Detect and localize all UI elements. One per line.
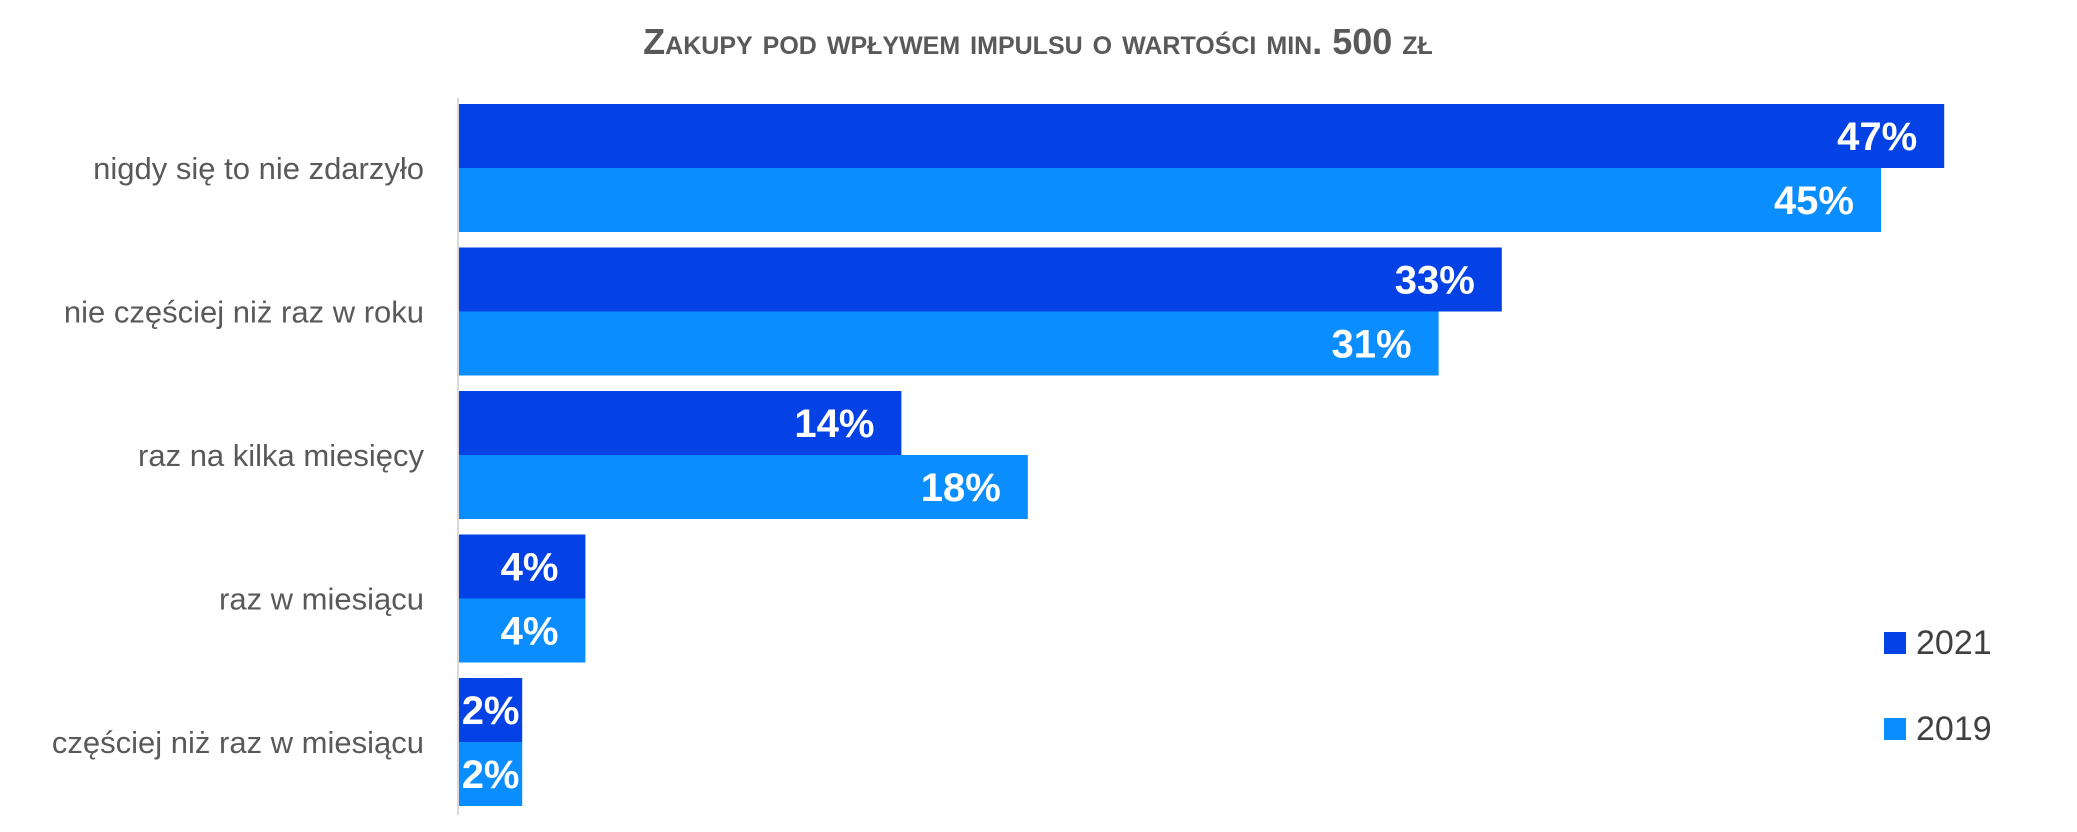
data-label-2021-czesciej-niz-raz-w-miesiacu: 2% xyxy=(462,689,520,733)
legend-swatch-2021 xyxy=(1884,632,1906,654)
data-label-2021-raz-w-miesiacu: 4% xyxy=(501,546,559,590)
bar-2019-czesciej-niz-raz-w-miesiacu xyxy=(459,742,523,806)
data-label-2019-nigdy-sie-to-nie-zdarzy-o: 45% xyxy=(1774,179,1854,223)
category-label-raz-w-miesiacu: raz w miesiącu xyxy=(219,582,424,617)
data-label-2021-raz-na-kilka-miesiecy: 14% xyxy=(794,402,874,446)
category-label-nie-czesciej-niz-raz-w-roku: nie częściej niż raz w roku xyxy=(64,295,424,330)
bar-2021-nigdy-sie-to-nie-zdarzy-o xyxy=(459,104,1945,168)
data-label-2019-raz-w-miesiacu: 4% xyxy=(501,610,559,654)
legend-swatch-2019 xyxy=(1884,718,1906,740)
legend-label-2019: 2019 xyxy=(1916,710,1992,748)
bar-2021-raz-na-kilka-miesiecy xyxy=(459,391,902,455)
data-label-2021-nie-czesciej-niz-raz-w-roku: 33% xyxy=(1395,259,1475,303)
bar-2019-nigdy-sie-to-nie-zdarzy-o xyxy=(459,168,1881,232)
legend-label-2021: 2021 xyxy=(1916,624,1992,662)
bars-layer: nigdy się to nie zdarzyło 47% 45% nie częśc… xyxy=(52,104,1945,806)
bar-2019-nie-czesciej-niz-raz-w-roku xyxy=(459,311,1439,376)
data-label-2019-nie-czesciej-niz-raz-w-roku: 31% xyxy=(1332,323,1412,367)
bar-2021-czesciej-niz-raz-w-miesiacu xyxy=(459,678,523,742)
legend: 2021 2019 xyxy=(1884,624,1992,748)
bar-2021-raz-w-miesiacu xyxy=(459,534,586,599)
chart-title: Zakupy pod wpływem impulsu o wartości mi… xyxy=(643,21,1433,62)
bar-2021-nie-czesciej-niz-raz-w-roku xyxy=(459,247,1502,312)
bar-2019-raz-na-kilka-miesiecy xyxy=(459,455,1028,519)
category-label-nigdy-sie-to-nie-zdarzy-o: nigdy się to nie zdarzyło xyxy=(93,151,424,186)
data-label-2019-czesciej-niz-raz-w-miesiacu: 2% xyxy=(462,753,520,797)
category-label-czesciej-niz-raz-w-miesiacu: częściej niż raz w miesiącu xyxy=(52,725,424,760)
category-label-raz-na-kilka-miesiecy: raz na kilka miesięcy xyxy=(138,438,424,473)
data-label-2019-raz-na-kilka-miesiecy: 18% xyxy=(921,466,1001,510)
bar-2019-raz-w-miesiacu xyxy=(459,598,586,663)
data-label-2021-nigdy-sie-to-nie-zdarzy-o: 47% xyxy=(1837,115,1917,159)
